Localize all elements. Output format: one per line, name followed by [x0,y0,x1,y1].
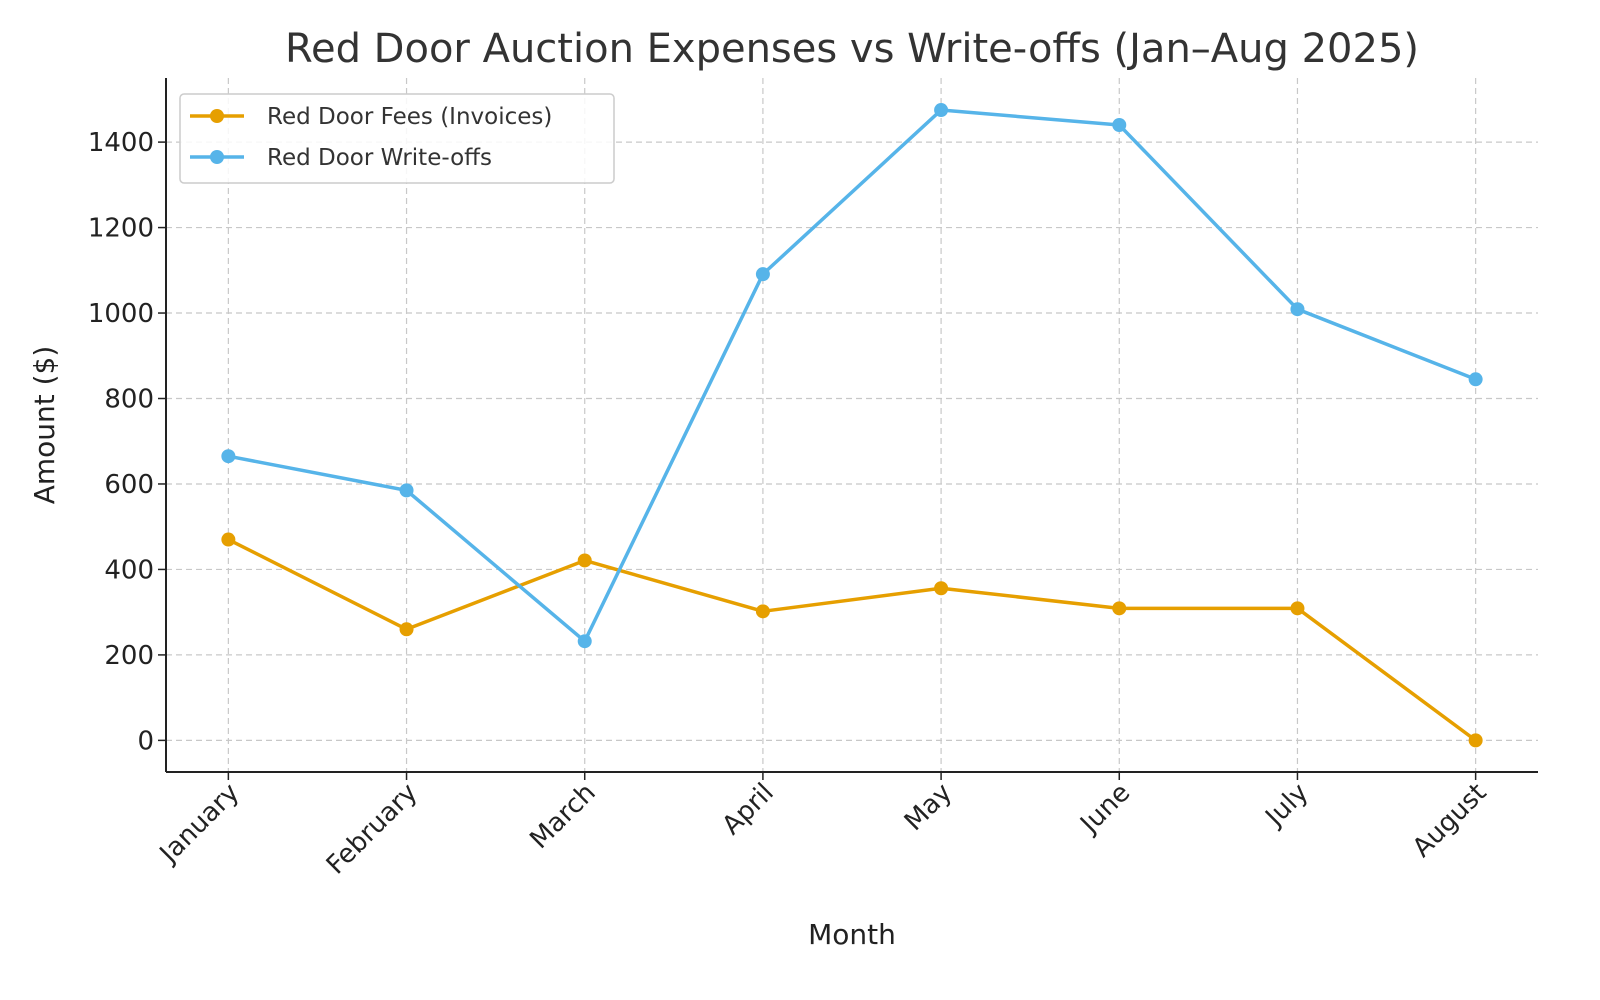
legend-marker-writeoffs [210,150,224,164]
data-point [1112,118,1127,133]
grid [166,78,1538,772]
y-tick-label: 800 [104,385,154,415]
y-tick-label: 200 [104,641,154,671]
data-point [1112,601,1127,616]
y-tick-label: 1200 [88,214,154,244]
series-line-0 [227,537,1477,742]
legend-frame [179,93,615,184]
legend-marker-fees [210,109,224,123]
x-axis-label: Month [808,918,896,951]
x-tick-label: February [321,778,424,881]
legend-label-writeoffs: Red Door Write-offs [267,145,492,171]
y-tick-label: 1000 [88,299,154,329]
data-point [755,267,770,282]
legend: Red Door Fees (Invoices) Red Door Write-… [179,93,615,184]
data-point [577,634,592,649]
y-tick-label: 0 [137,726,154,756]
x-tick-label: June [1074,778,1137,841]
data-point [934,581,949,596]
data-point [934,103,949,118]
x-tick-label: January [153,778,245,870]
data-point [1290,302,1305,317]
series-line-1 [228,108,1477,643]
y-tick-label: 400 [104,555,154,585]
axes: January February March April May June July Augu… [88,78,1538,880]
data-point [1468,733,1483,748]
x-tick-label: July [1259,778,1315,834]
data-point [577,553,592,568]
x-tick-label: August [1407,778,1493,864]
y-axis-label: Amount ($) [28,346,61,505]
chart-title: Red Door Auction Expenses vs Write-offs … [285,26,1419,72]
legend-label-fees: Red Door Fees (Invoices) [267,104,552,130]
x-tick-label: May [899,778,958,837]
x-tick-label: March [524,778,601,855]
data-point [1468,372,1483,387]
data-point [221,532,236,547]
data-point [755,604,770,619]
series-group [221,103,1483,748]
data-point [221,449,236,464]
y-tick-label: 600 [104,470,154,500]
data-point [399,622,414,637]
data-point [399,483,414,498]
x-tick-label: April [717,778,780,841]
y-tick-label: 1400 [88,128,154,158]
data-point [1290,601,1305,616]
